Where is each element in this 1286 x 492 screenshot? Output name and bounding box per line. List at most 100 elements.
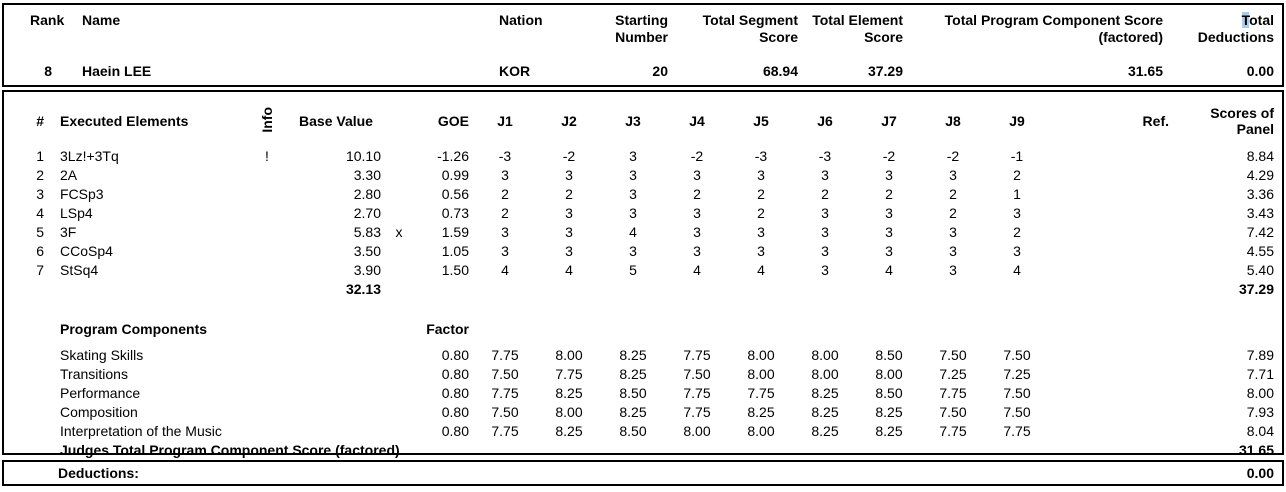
judge-score: 7.50 [683, 366, 711, 382]
judge-score: 7.75 [683, 347, 711, 363]
element-goe: 0.56 [441, 186, 469, 202]
summary-header-row: Rank Name Nation Starting Number Total S… [4, 5, 1282, 46]
element-row: 2 2A 3.30 0.99 3 3 3 3 3 3 3 3 2 4.29 [4, 166, 1282, 185]
judge-score: 3 [757, 167, 765, 183]
column-header-base-value: Base Value [299, 113, 373, 129]
skater-name: Haein LEE [82, 63, 152, 79]
element-base-value: 2.80 [353, 186, 381, 202]
element-panel-score: 4.55 [1246, 243, 1274, 259]
judge-score: 7.50 [491, 366, 519, 382]
judge-score: 3 [949, 243, 957, 259]
total-element-score-panel: 37.29 [1238, 281, 1274, 297]
judge-score: 3 [949, 167, 957, 183]
judge-score: 7.25 [1003, 366, 1031, 382]
judge-score: 2 [501, 186, 509, 202]
column-header-j4: J4 [689, 113, 705, 129]
element-number: 1 [36, 148, 44, 164]
column-header-executed-elements: Executed Elements [60, 113, 189, 129]
element-name: CCoSp4 [60, 243, 113, 259]
column-header-j6: J6 [817, 113, 833, 129]
element-number: 7 [36, 262, 44, 278]
judge-score: -3 [818, 148, 832, 164]
component-factor: 0.80 [441, 404, 469, 420]
element-goe: -1.26 [437, 148, 469, 164]
judge-score: 3 [821, 205, 829, 221]
component-row: Transitions 0.80 7.50 7.75 8.25 7.50 8.00 8.00 8… [4, 365, 1282, 384]
element-row: 5 3F 5.83 x 1.59 3 3 4 3 3 3 3 3 2 7.42 [4, 223, 1282, 242]
summary-header-total-program-component-score: Total Program Component Score (factored) [944, 12, 1163, 45]
element-panel-score: 3.36 [1246, 186, 1274, 202]
summary-header-total-element-score: Total Element Score [812, 12, 903, 45]
judge-score: -2 [946, 148, 960, 164]
judge-score: 4 [693, 262, 701, 278]
judge-score: 2 [565, 186, 573, 202]
judge-score: 7.50 [939, 404, 967, 420]
element-row: 6 CCoSp4 3.50 1.05 3 3 3 3 3 3 3 3 3 4.55 [4, 242, 1282, 261]
judge-score: 8.50 [875, 385, 903, 401]
element-name: LSp4 [60, 205, 93, 221]
element-base-value: 3.30 [353, 167, 381, 183]
judge-score: 2 [1013, 224, 1021, 240]
column-header-j8: J8 [945, 113, 961, 129]
judge-score: 3 [693, 224, 701, 240]
elements-table-header: # Executed Elements Info Base Value GOE … [4, 100, 1282, 142]
element-name: StSq4 [60, 262, 99, 278]
element-number: 3 [36, 186, 44, 202]
element-number: 2 [36, 167, 44, 183]
judge-score: 4 [501, 262, 509, 278]
executed-elements-rows: 1 3Lz!+3Tq! 10.10 -1.26 -3 -2 3 -2 -3 -3 -2 -2 -1 8.8… [4, 147, 1282, 280]
judge-score: 7.50 [1003, 385, 1031, 401]
column-header-j3: J3 [625, 113, 641, 129]
summary-header-total-segment-score: Total Segment Score [702, 12, 798, 45]
judge-score: 3 [565, 224, 573, 240]
judge-score: 7.75 [1003, 423, 1031, 439]
judge-score: 7.25 [939, 366, 967, 382]
judge-score: 8.50 [619, 385, 647, 401]
judge-score: 4 [757, 262, 765, 278]
component-factor: 0.80 [441, 385, 469, 401]
scores-detail-box: # Executed Elements Info Base Value GOE … [2, 90, 1284, 458]
judge-score: 8.50 [619, 423, 647, 439]
judge-score: 7.75 [683, 404, 711, 420]
starting-number-value: 20 [652, 63, 668, 79]
element-x-credit: x [395, 224, 403, 240]
judge-score: -2 [690, 148, 704, 164]
judge-score: 2 [757, 205, 765, 221]
judge-score: 3 [629, 167, 637, 183]
judge-score: 7.75 [683, 385, 711, 401]
component-panel-score: 8.04 [1246, 423, 1274, 439]
element-panel-score: 3.43 [1246, 205, 1274, 221]
judge-score: 7.75 [491, 385, 519, 401]
column-header-info: Info [259, 106, 275, 133]
judge-score: 3 [629, 186, 637, 202]
summary-header-nation: Nation [499, 12, 543, 28]
element-base-value: 10.10 [345, 148, 381, 164]
program-components-rows: Skating Skills 0.80 7.75 8.00 8.25 7.75 8.00 8.… [4, 346, 1282, 441]
skater-result-row: 8 Haein LEE KOR 20 68.94 37.29 31.65 0.0… [4, 63, 1282, 80]
elements-totals-row: 32.13 37.29 [4, 280, 1282, 299]
judge-score: 8.00 [555, 404, 583, 420]
judge-score: 8.25 [555, 385, 583, 401]
deductions-box: Deductions: 0.00 [2, 460, 1284, 486]
judge-score: 8.25 [875, 423, 903, 439]
element-panel-score: 5.40 [1246, 262, 1274, 278]
summary-header-starting-number: Starting Number [615, 12, 668, 45]
judge-score: 3 [629, 243, 637, 259]
column-header-j7: J7 [881, 113, 897, 129]
component-panel-score: 7.93 [1246, 404, 1274, 420]
judge-score: 8.00 [747, 366, 775, 382]
summary-header-name: Name [82, 12, 121, 28]
component-name: Composition [60, 404, 138, 420]
judge-score: 8.00 [747, 423, 775, 439]
judge-score: 8.25 [619, 347, 647, 363]
factor-label: Factor [426, 321, 469, 337]
component-panel-score: 7.89 [1246, 347, 1274, 363]
judge-score: 2 [885, 186, 893, 202]
element-goe: 1.59 [441, 224, 469, 240]
judge-score: 3 [501, 167, 509, 183]
judge-score: 3 [629, 205, 637, 221]
judge-score: 3 [949, 262, 957, 278]
judge-score: 8.25 [811, 423, 839, 439]
highlighted-letter: T [1241, 12, 1250, 28]
judge-score: 4 [885, 262, 893, 278]
